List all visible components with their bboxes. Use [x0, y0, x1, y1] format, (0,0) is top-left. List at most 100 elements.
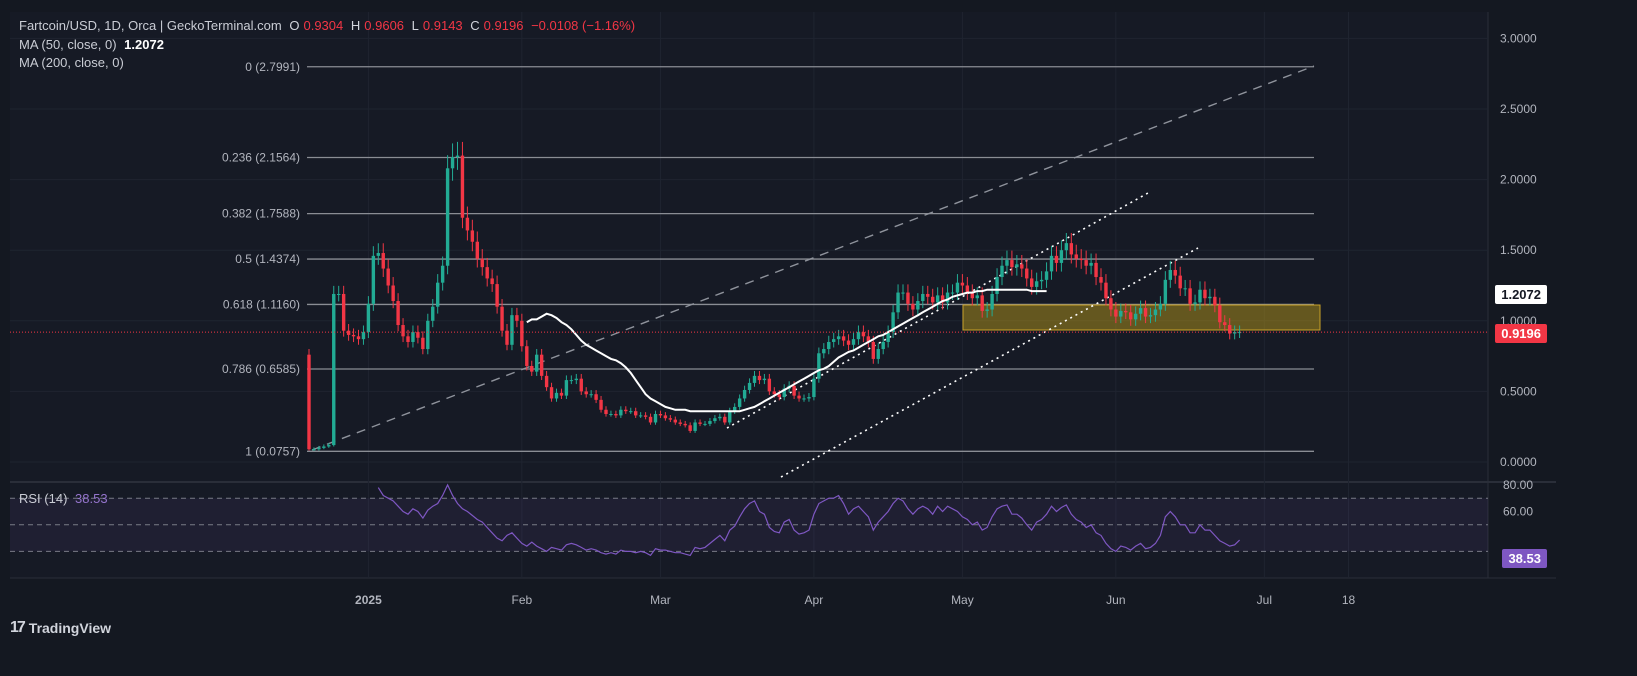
candle-body: [1203, 289, 1207, 299]
candle-body: [356, 336, 361, 340]
candle-body: [569, 380, 574, 382]
candle-body: [841, 336, 846, 341]
fib-label: 0.786 (0.6585): [222, 362, 300, 376]
candle-body: [554, 392, 559, 399]
rsi-legend-value: 38.53: [75, 491, 108, 506]
channel-lower-line: [780, 247, 1199, 478]
candle-body: [663, 415, 668, 419]
candle-body: [1104, 282, 1108, 299]
rsi-label: RSI (14): [19, 491, 68, 506]
candle-body: [896, 292, 900, 313]
ma50-legend[interactable]: MA (50, close, 0) 1.2072: [19, 37, 168, 53]
rsi-legend[interactable]: RSI (14) 38.53: [19, 491, 112, 507]
candle-body: [500, 306, 504, 331]
candle-body: [629, 411, 633, 413]
candle-body: [985, 309, 989, 311]
candle-body: [802, 398, 806, 400]
candle-body: [346, 330, 351, 335]
candle-body: [381, 253, 385, 269]
x-tick-label: Jun: [1106, 593, 1125, 607]
fib-label: 0.5 (1.4374): [235, 252, 300, 266]
candle-body: [361, 332, 366, 340]
ma200-legend[interactable]: MA (200, close, 0): [19, 55, 128, 71]
candle-body: [1124, 310, 1128, 313]
candle-body: [886, 332, 890, 342]
candle-body: [515, 315, 519, 321]
candle-body: [490, 278, 494, 285]
candle-body: [1119, 310, 1123, 317]
candle-body: [386, 268, 390, 286]
candle-body: [683, 423, 687, 426]
candle-body: [846, 340, 851, 345]
candle-body: [1138, 308, 1143, 314]
candle-body: [475, 241, 479, 259]
candle-body: [525, 346, 529, 366]
candle-body: [539, 354, 544, 376]
candle-body: [1044, 271, 1049, 280]
x-tick-label: Mar: [650, 593, 671, 607]
candle-body: [1109, 298, 1113, 310]
candle-body: [643, 415, 648, 417]
candle-body: [322, 446, 326, 448]
candle-body: [594, 394, 598, 400]
tradingview-logo[interactable]: 17 TradingView: [10, 619, 111, 637]
candle-body: [836, 336, 841, 340]
fib-label: 0.236 (2.1564): [222, 151, 300, 165]
candle-body: [440, 265, 445, 283]
close-value: 0.9196: [483, 18, 524, 33]
candle-body: [1228, 325, 1232, 334]
candle-body: [421, 337, 425, 350]
candle-body: [341, 293, 346, 331]
candle-body: [827, 341, 831, 350]
candle-body: [1005, 260, 1009, 266]
y-tick-label: 0.5000: [1500, 384, 1537, 398]
candle-body: [980, 295, 984, 311]
candle-body: [807, 397, 811, 399]
ma50-label: MA (50, close, 0): [19, 37, 117, 52]
candle-body: [584, 391, 588, 395]
candle-body: [832, 339, 836, 342]
candle-body: [406, 336, 410, 342]
candle-body: [614, 413, 618, 416]
candle-body: [797, 395, 801, 399]
candle-body: [1049, 255, 1054, 272]
candle-body: [782, 388, 786, 398]
candle-body: [1143, 308, 1148, 317]
candle-body: [728, 411, 732, 423]
low-label: L: [411, 18, 419, 33]
candle-body: [792, 385, 796, 396]
ma200-label: MA (200, close, 0): [19, 55, 124, 70]
low-value: 0.9143: [422, 18, 463, 33]
open-value: 0.9304: [303, 18, 344, 33]
candle-body: [1039, 279, 1044, 282]
candle-body: [426, 320, 430, 350]
candle-body: [975, 295, 979, 299]
x-tick-label: Apr: [805, 593, 824, 607]
candle-body: [995, 277, 999, 294]
candle-body: [762, 378, 767, 381]
fib-label: 1 (0.0757): [245, 444, 300, 458]
candle-body: [916, 301, 920, 310]
symbol-title[interactable]: Fartcoin/USD, 1D, Orca | GeckoTerminal.c…: [19, 18, 282, 33]
candle-body: [1213, 296, 1217, 306]
high-value: 0.9606: [364, 18, 405, 33]
y-tick-label: 0.0000: [1500, 455, 1537, 469]
candle-body: [945, 292, 950, 303]
candle-body: [926, 293, 930, 297]
candle-body: [1010, 260, 1014, 268]
x-tick-label: 18: [1342, 593, 1356, 607]
rsi-line: [377, 483, 1241, 557]
candle-body: [1074, 254, 1078, 259]
candle-body: [1237, 332, 1242, 334]
candle-body: [1089, 262, 1093, 266]
candle-body: [861, 332, 866, 337]
candle-body: [658, 413, 663, 416]
candle-body: [351, 334, 356, 337]
candle-body: [1163, 279, 1168, 304]
candle-body: [678, 422, 682, 424]
candle-body: [856, 332, 861, 340]
candle-body: [752, 375, 757, 383]
candle-body: [648, 416, 653, 423]
